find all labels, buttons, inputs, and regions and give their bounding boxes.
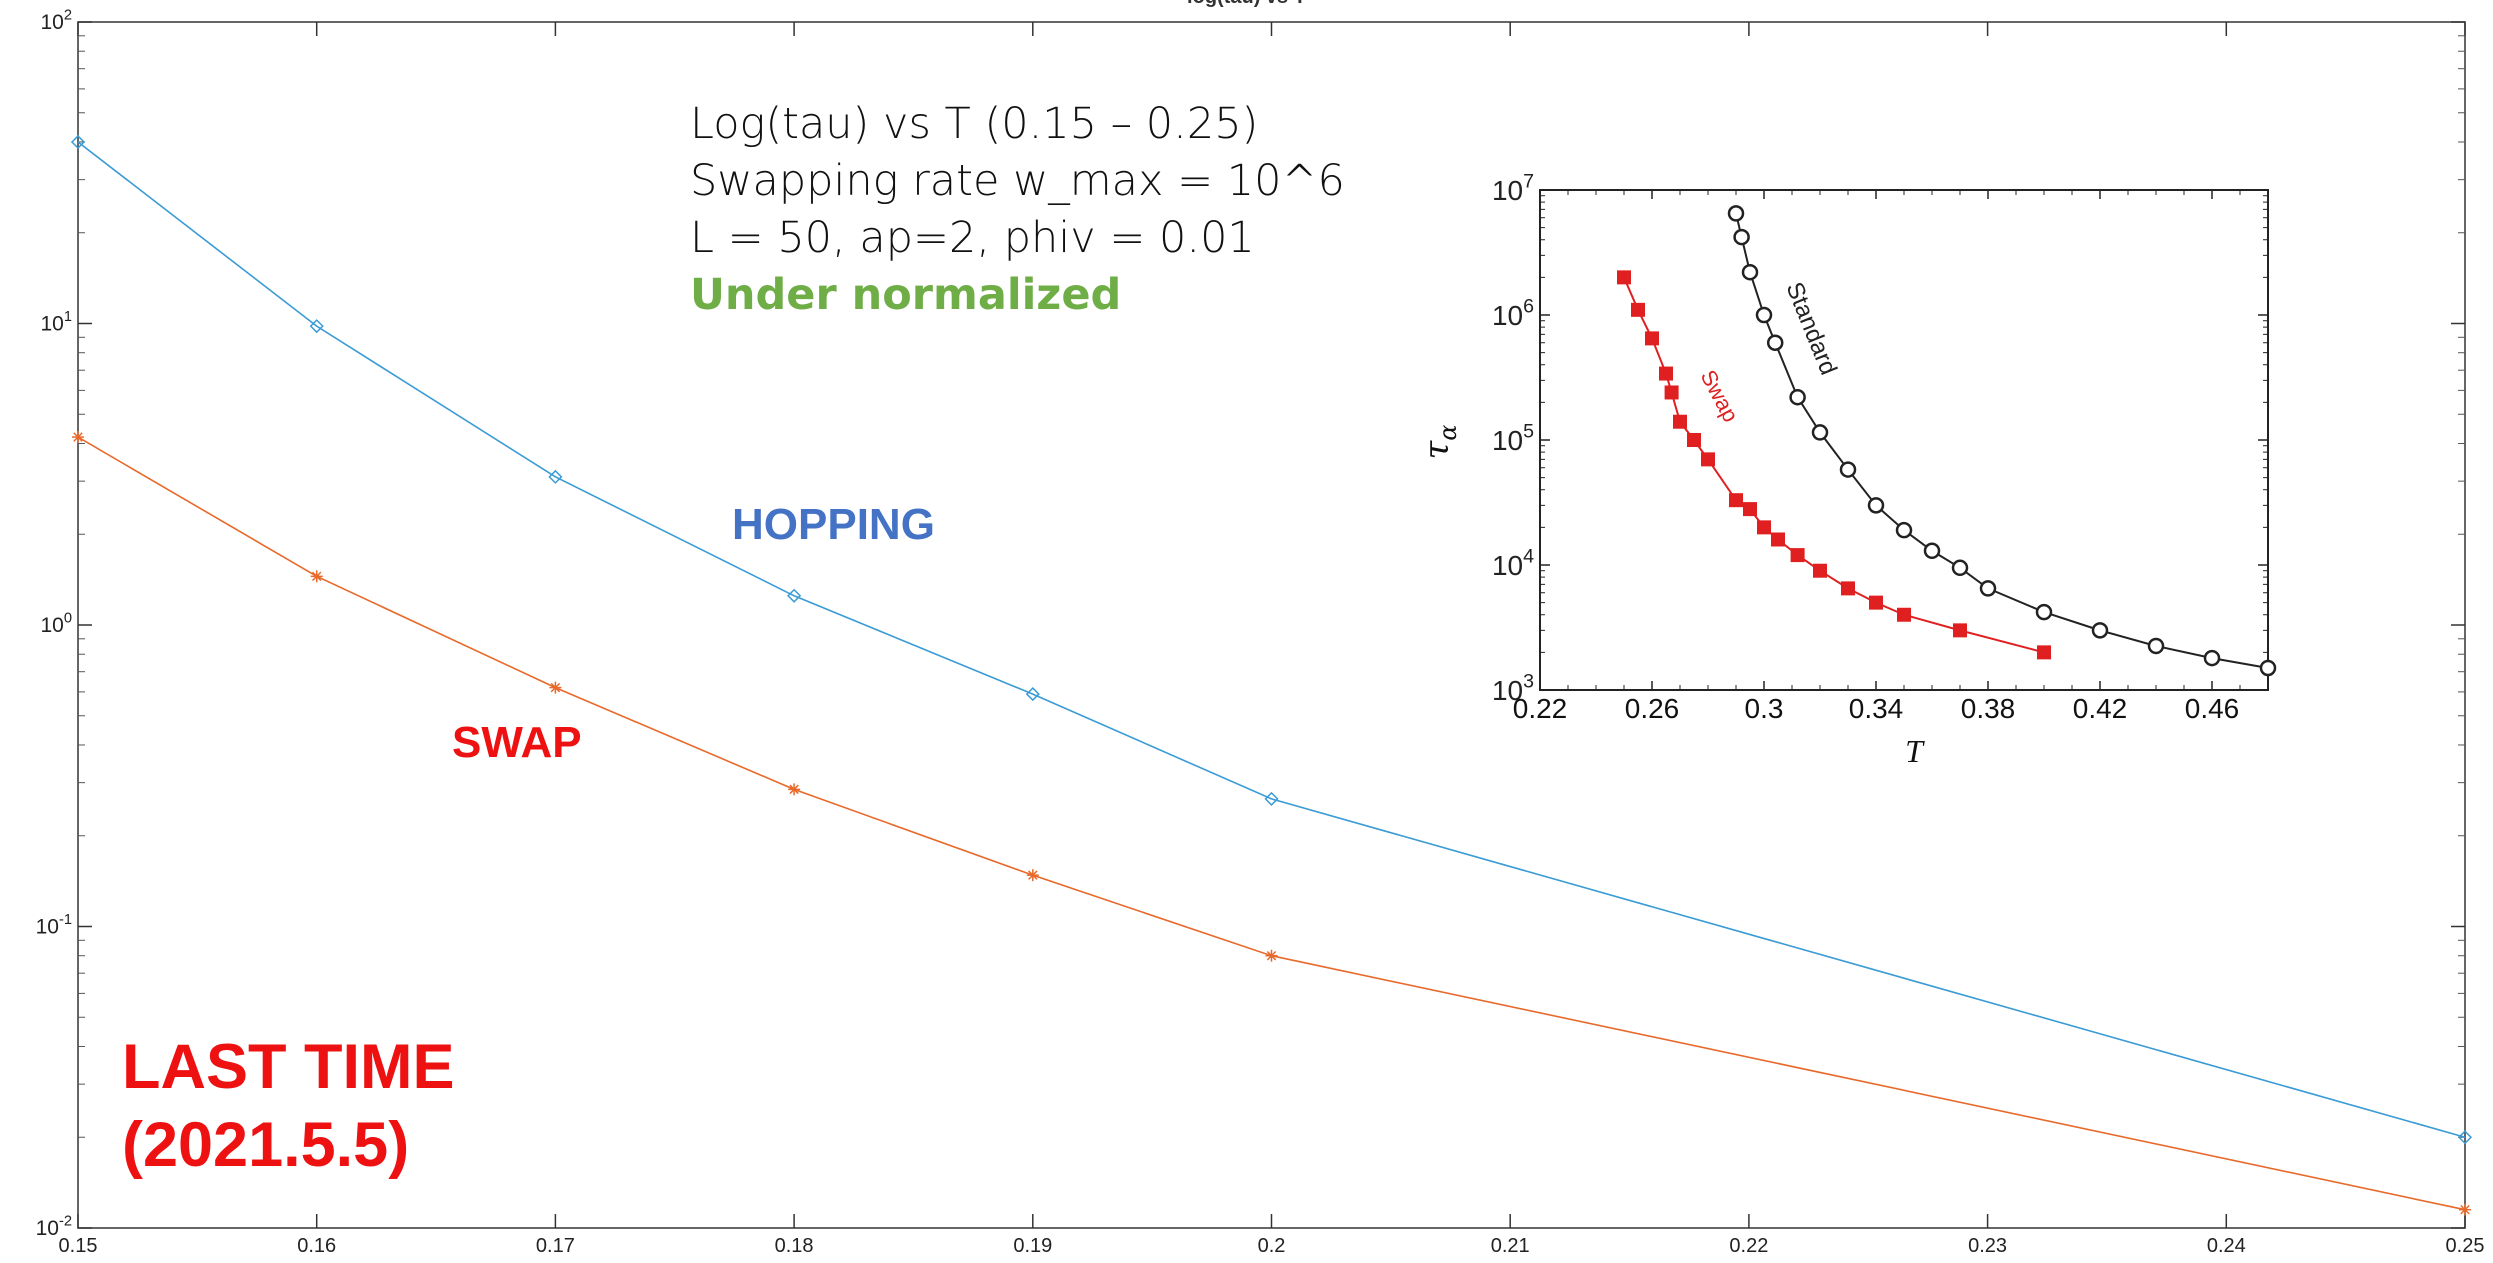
inset-y-tick-label: 105 [1492, 420, 1534, 456]
note-line-3: L = 50, ap=2, phiv = 0.01 [690, 213, 1255, 263]
inset-point-swap [1645, 331, 1659, 346]
inset-x-tick-label: 0.26 [1625, 693, 1680, 724]
inset-point-swap [1771, 532, 1785, 547]
inset-y-tick-label: 107 [1492, 170, 1534, 206]
y-tick-label: 100 [40, 611, 72, 637]
inset-point-swap [1897, 607, 1911, 622]
x-tick-label: 0.17 [536, 1235, 575, 1257]
inset-point-standard [1727, 205, 1745, 222]
inset-point-swap [2037, 645, 2051, 660]
inset-point-standard [1755, 306, 1773, 324]
inset-x-axis-label: T [1905, 733, 1925, 769]
inset-point-standard [1979, 580, 1997, 597]
x-tick-label: 0.24 [2207, 1235, 2246, 1257]
inset-point-standard [1923, 542, 1941, 560]
inset-point-standard [1867, 497, 1885, 514]
inset-point-swap [1687, 433, 1701, 447]
inset-point-swap [1631, 302, 1645, 317]
inset-point-swap [1757, 520, 1771, 535]
data-point-hopping [70, 134, 86, 150]
main-axes: 0.15 0.16 0.17 0.18 0.19 0.2 0.21 0.22 0.23 0.24 0… [36, 8, 2485, 1257]
inset-point-swap [1869, 595, 1883, 610]
inset-point-standard [1733, 228, 1750, 246]
inset-point-swap [1617, 270, 1631, 285]
inset-x-tick-label: 0.46 [2185, 693, 2240, 724]
inset-point-standard [1811, 424, 1829, 441]
inset-point-swap [1701, 452, 1715, 467]
inset-point-standard [1741, 263, 1759, 281]
data-point-swap [549, 681, 562, 694]
inset-x-tick-label: 0.34 [1849, 693, 1904, 724]
x-tick-label: 0.19 [1013, 1235, 1052, 1257]
x-tick-label: 0.22 [1729, 1235, 1768, 1257]
data-point-hopping [1264, 791, 1279, 806]
data-point-swap [72, 431, 84, 444]
inset-point-swap [1664, 385, 1679, 400]
data-point-swap [2459, 1203, 2471, 1216]
x-tick-label: 0.16 [297, 1235, 336, 1257]
inset-chart: 0.22 0.26 0.3 0.34 0.38 0.42 0.46 103 104 105 106 1… [1417, 170, 2277, 769]
note-line-4: Under normalized [690, 270, 1122, 320]
data-point-hopping [787, 588, 802, 603]
inset-y-axis-label: τα [1417, 424, 1462, 459]
annotation-notes: Log(tau) vs T (0.15 – 0.25) Swapping rat… [690, 96, 1345, 324]
data-point-swap [788, 783, 801, 796]
inset-point-standard [1839, 461, 1857, 478]
inset-point-standard [2259, 659, 2277, 677]
y-tick-label: 101 [40, 309, 72, 335]
y-tick-label: 10-2 [36, 1214, 72, 1240]
y-tick-label: 10-1 [36, 912, 72, 938]
note-line-1: Log(tau) vs T (0.15 – 0.25) [690, 99, 1259, 149]
data-point-swap [1265, 949, 1278, 962]
inset-point-swap [1841, 581, 1855, 596]
last-time-line-2: (2021.5.5) [122, 1110, 410, 1180]
inset-x-tick-label: 0.22 [1513, 693, 1568, 724]
x-tick-label: 0.18 [775, 1235, 814, 1257]
last-time-line-1: LAST TIME [122, 1032, 455, 1102]
inset-point-standard [1789, 388, 1806, 406]
x-tick-label: 0.21 [1491, 1235, 1530, 1257]
inset-x-tick-label: 0.38 [1961, 693, 2016, 724]
inset-point-swap [1673, 414, 1687, 429]
main-series [70, 134, 2473, 1216]
x-tick-label: 0.23 [1968, 1235, 2007, 1257]
inset-y-tick-label: 103 [1492, 670, 1534, 706]
inset-x-tick-label: 0.3 [1745, 693, 1784, 724]
inset-point-standard [2035, 603, 2053, 621]
inset-point-standard [2147, 637, 2165, 655]
inset-x-tick-label: 0.42 [2073, 693, 2128, 724]
inset-point-swap [1813, 563, 1827, 578]
series-line-hopping [77, 141, 2466, 1139]
data-point-hopping [1025, 687, 1040, 702]
x-tick-label: 0.25 [2446, 1235, 2485, 1257]
last-time-label: LAST TIME (2021.5.5) [122, 1028, 454, 1184]
chart-title: log(tau) vs T [0, 0, 2493, 9]
x-tick-label: 0.2 [1258, 1235, 1286, 1257]
swap-label: SWAP [452, 718, 582, 767]
inset-point-standard [1766, 334, 1784, 351]
inset-point-standard [2091, 622, 2109, 639]
inset-point-standard [1895, 521, 1913, 539]
data-point-swap [310, 570, 323, 583]
y-tick-label: 102 [40, 8, 72, 34]
data-point-swap [1026, 869, 1039, 882]
note-line-2: Swapping rate w_max = 10^6 [690, 156, 1345, 206]
inset-point-swap [1729, 493, 1743, 508]
hopping-label: HOPPING [732, 500, 935, 549]
data-point-hopping [548, 469, 563, 484]
inset-point-swap [1953, 623, 1967, 638]
inset-point-swap [1659, 366, 1673, 381]
inset-y-tick-label: 106 [1492, 295, 1534, 331]
inset-point-swap [1790, 548, 1805, 563]
inset-point-swap [1743, 502, 1757, 517]
inset-point-standard [2203, 649, 2221, 667]
x-tick-label: 0.15 [59, 1235, 98, 1257]
inset-y-tick-label: 104 [1492, 545, 1534, 581]
data-point-hopping [309, 319, 324, 334]
data-point-hopping [2457, 1130, 2473, 1145]
inset-point-standard [1951, 559, 1969, 577]
